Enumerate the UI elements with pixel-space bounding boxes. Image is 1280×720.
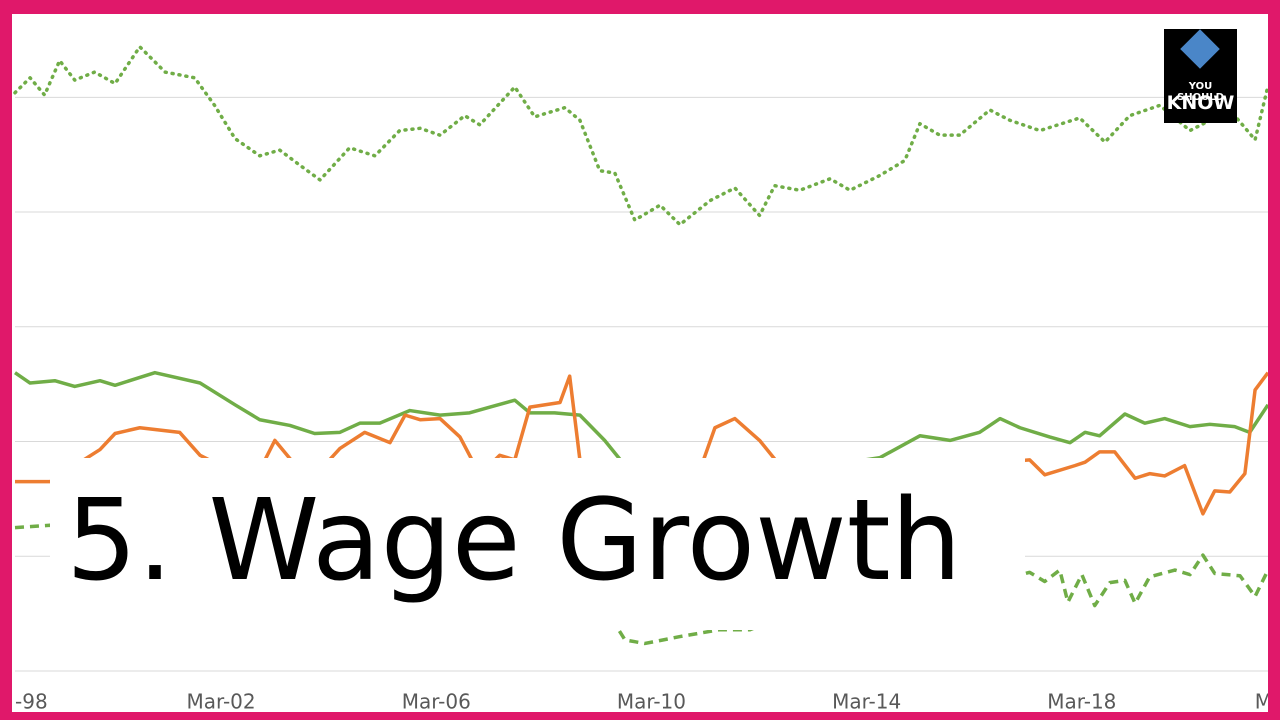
x-tick-label: Mar-06 [402,690,471,714]
x-tick-label: Mar-02 [186,690,255,714]
series-line [14,370,1270,480]
logo: YOU SHOULD KNOW [1164,29,1237,123]
x-tick-label: Mar-18 [1047,690,1116,714]
x-tick-label: M [1255,690,1272,714]
x-tick-label: Mar-14 [832,690,901,714]
title-overlay: 5. Wage Growth [50,458,1025,630]
x-tick-label: -98 [15,690,48,714]
x-tick-label: Mar-10 [617,690,686,714]
logo-icon [1180,29,1220,69]
logo-text: YOU SHOULD [1177,81,1224,103]
overlay-title: 5. Wage Growth [66,476,962,606]
logo-text: KNOW [1166,92,1235,114]
series-line [13,45,1270,227]
